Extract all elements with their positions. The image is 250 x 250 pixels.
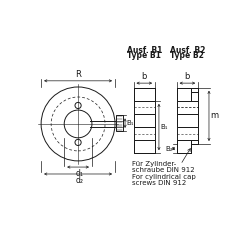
Text: R: R xyxy=(75,70,81,78)
Bar xyxy=(177,88,198,101)
Bar xyxy=(191,88,198,92)
Bar xyxy=(134,114,155,127)
Bar xyxy=(134,140,155,153)
Bar xyxy=(177,88,191,101)
Bar xyxy=(177,127,198,140)
Bar xyxy=(191,140,198,144)
Text: Type B2: Type B2 xyxy=(170,51,204,60)
Text: Für Zylinder-: Für Zylinder- xyxy=(132,161,176,167)
Bar xyxy=(177,114,198,127)
Text: b: b xyxy=(142,72,147,81)
Bar xyxy=(191,140,198,144)
Bar xyxy=(177,88,198,101)
Bar xyxy=(177,88,198,101)
Text: For cylindrical cap: For cylindrical cap xyxy=(132,174,196,180)
Bar xyxy=(191,140,198,144)
Bar xyxy=(116,116,123,131)
Bar xyxy=(177,114,198,127)
Bar xyxy=(191,88,198,92)
Text: Type B1: Type B1 xyxy=(127,51,161,60)
Bar xyxy=(177,140,191,153)
Text: schraube DIN 912: schraube DIN 912 xyxy=(132,167,194,173)
Text: d₁: d₁ xyxy=(76,169,84,178)
Bar xyxy=(177,114,198,127)
Text: Ausf. B2: Ausf. B2 xyxy=(170,46,205,56)
Bar xyxy=(134,88,155,101)
Bar xyxy=(134,114,155,127)
Text: screws DIN 912: screws DIN 912 xyxy=(132,180,186,186)
Bar xyxy=(134,101,155,114)
Bar xyxy=(177,140,191,153)
Bar xyxy=(177,114,198,127)
Text: b: b xyxy=(185,72,190,81)
Bar xyxy=(134,88,155,101)
Bar xyxy=(177,140,191,153)
Bar xyxy=(177,114,198,127)
Bar xyxy=(134,127,155,140)
Bar xyxy=(134,114,155,127)
Bar xyxy=(177,101,198,114)
Text: m: m xyxy=(210,112,219,120)
Bar xyxy=(134,140,155,153)
Bar xyxy=(134,88,155,101)
Text: Ausf. B1: Ausf. B1 xyxy=(126,46,162,56)
Text: B₂: B₂ xyxy=(165,146,173,152)
Text: d₂: d₂ xyxy=(76,176,84,185)
Bar xyxy=(177,88,191,101)
Bar xyxy=(177,114,198,127)
Bar xyxy=(177,101,198,114)
Text: B₁: B₁ xyxy=(126,120,134,126)
Bar xyxy=(191,88,198,92)
Bar xyxy=(134,140,155,153)
Bar xyxy=(177,88,191,101)
Text: B₁: B₁ xyxy=(160,124,168,130)
